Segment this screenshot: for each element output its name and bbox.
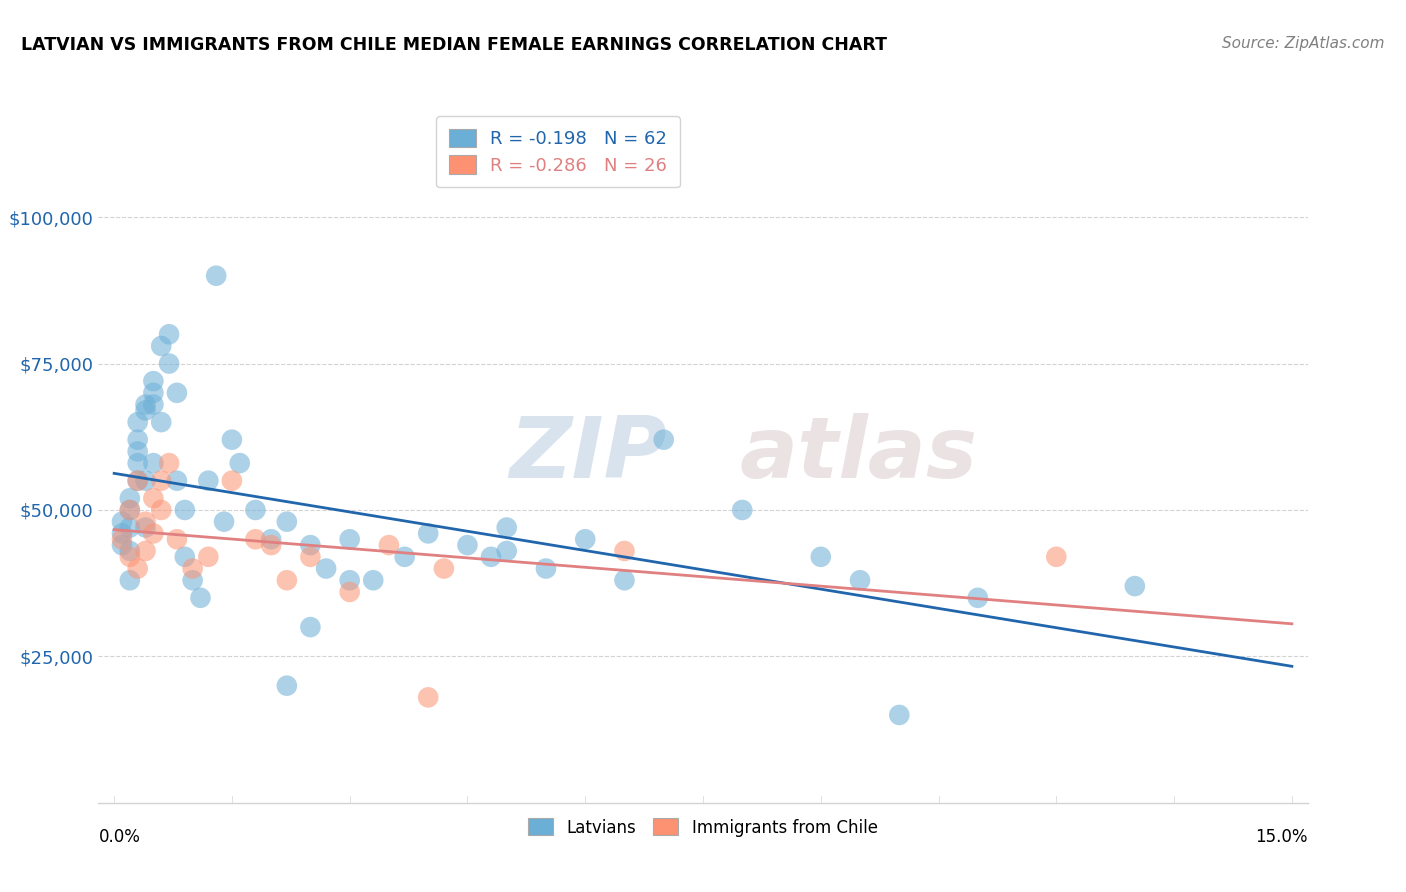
Point xyxy=(118,491,141,506)
Point xyxy=(276,515,298,529)
Point xyxy=(197,474,219,488)
Point xyxy=(229,456,252,470)
Point xyxy=(276,574,298,588)
Point xyxy=(118,574,141,588)
Point xyxy=(299,620,322,634)
Point xyxy=(150,339,173,353)
Point xyxy=(111,538,134,552)
Point xyxy=(190,591,212,605)
Point xyxy=(221,433,243,447)
Point xyxy=(118,503,141,517)
Point xyxy=(456,538,478,552)
Text: Source: ZipAtlas.com: Source: ZipAtlas.com xyxy=(1222,36,1385,51)
Point xyxy=(111,515,134,529)
Point xyxy=(731,503,754,517)
Point xyxy=(135,544,157,558)
Point xyxy=(810,549,832,564)
Point xyxy=(361,574,384,588)
Point xyxy=(339,533,361,547)
Point xyxy=(111,526,134,541)
Point xyxy=(433,561,456,575)
Point xyxy=(1045,549,1067,564)
Point xyxy=(150,474,173,488)
Point xyxy=(118,520,141,534)
Point xyxy=(299,549,322,564)
Point xyxy=(378,538,401,552)
Point xyxy=(495,520,517,534)
Point xyxy=(135,474,157,488)
Point xyxy=(127,474,149,488)
Point xyxy=(613,574,636,588)
Point xyxy=(118,503,141,517)
Point xyxy=(127,456,149,470)
Point xyxy=(150,503,173,517)
Point xyxy=(127,561,149,575)
Point xyxy=(534,561,557,575)
Point xyxy=(127,433,149,447)
Text: 15.0%: 15.0% xyxy=(1256,828,1308,846)
Point xyxy=(173,549,195,564)
Point xyxy=(276,679,298,693)
Point xyxy=(260,533,283,547)
Point xyxy=(245,503,267,517)
Point xyxy=(966,591,988,605)
Point xyxy=(418,526,440,541)
Point xyxy=(221,474,243,488)
Point xyxy=(135,398,157,412)
Point xyxy=(574,533,596,547)
Point xyxy=(260,538,283,552)
Text: atlas: atlas xyxy=(740,413,977,497)
Point xyxy=(652,433,675,447)
Point xyxy=(150,415,173,429)
Point xyxy=(142,398,165,412)
Point xyxy=(339,574,361,588)
Point xyxy=(245,533,267,547)
Point xyxy=(142,374,165,388)
Point xyxy=(111,533,134,547)
Point xyxy=(127,415,149,429)
Point xyxy=(181,561,204,575)
Text: LATVIAN VS IMMIGRANTS FROM CHILE MEDIAN FEMALE EARNINGS CORRELATION CHART: LATVIAN VS IMMIGRANTS FROM CHILE MEDIAN … xyxy=(21,36,887,54)
Point xyxy=(166,385,188,400)
Point xyxy=(181,574,204,588)
Point xyxy=(142,456,165,470)
Point xyxy=(142,526,165,541)
Point xyxy=(212,515,235,529)
Point xyxy=(205,268,228,283)
Point xyxy=(339,585,361,599)
Point xyxy=(166,474,188,488)
Point xyxy=(127,444,149,458)
Point xyxy=(142,491,165,506)
Point xyxy=(1123,579,1146,593)
Point xyxy=(849,574,872,588)
Text: ZIP: ZIP xyxy=(509,413,666,497)
Point xyxy=(157,456,180,470)
Point xyxy=(135,520,157,534)
Point xyxy=(142,385,165,400)
Point xyxy=(157,357,180,371)
Point xyxy=(495,544,517,558)
Point xyxy=(299,538,322,552)
Point xyxy=(118,549,141,564)
Point xyxy=(173,503,195,517)
Point xyxy=(127,474,149,488)
Point xyxy=(135,403,157,417)
Text: 0.0%: 0.0% xyxy=(98,828,141,846)
Point xyxy=(394,549,416,564)
Point xyxy=(613,544,636,558)
Point xyxy=(889,708,911,723)
Point xyxy=(418,690,440,705)
Point xyxy=(166,533,188,547)
Point xyxy=(197,549,219,564)
Point xyxy=(157,327,180,342)
Point xyxy=(479,549,502,564)
Legend: Latvians, Immigrants from Chile: Latvians, Immigrants from Chile xyxy=(522,812,884,843)
Point xyxy=(315,561,337,575)
Point xyxy=(135,515,157,529)
Point xyxy=(118,544,141,558)
